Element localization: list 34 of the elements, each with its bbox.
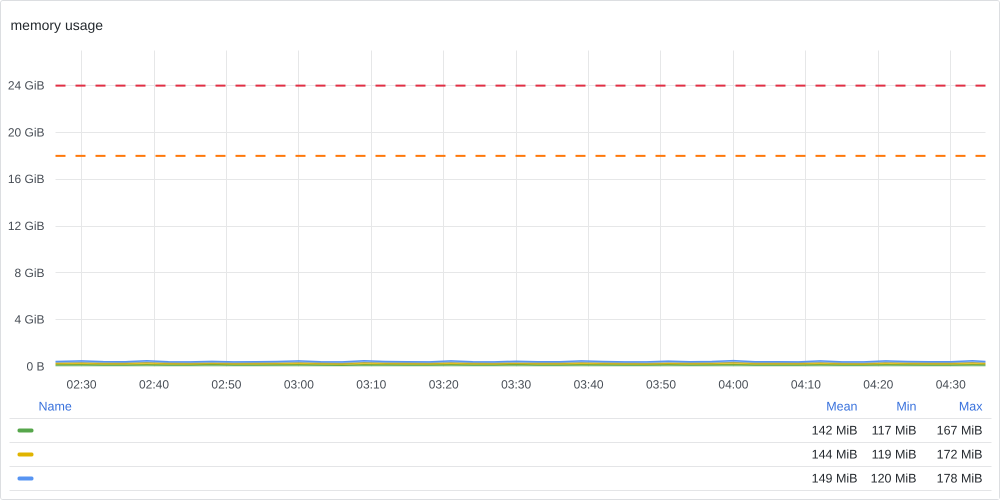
chart-title: memory usage (10, 17, 104, 33)
y-tick-label: 20 GiB (8, 125, 44, 140)
x-tick-label: 03:40 (574, 378, 604, 392)
x-tick-label: 03:30 (501, 378, 532, 392)
text: 120 MiB (870, 472, 917, 486)
text: 144 MiB (812, 448, 858, 462)
text: Min (896, 400, 917, 414)
text: Max (958, 400, 984, 414)
x-tick-label: 02:40 (139, 378, 170, 392)
text: 178 MiB (936, 472, 983, 486)
text: Mean (826, 400, 858, 414)
text: 172 MiB (936, 448, 983, 462)
y-tick-label: 8 GiB (14, 266, 45, 280)
x-tick-label: 02:50 (211, 378, 242, 392)
text: 117 MiB (872, 424, 917, 438)
x-tick-label: 03:50 (646, 378, 676, 392)
x-tick-label: 04:10 (790, 378, 822, 392)
y-tick-label: 12 GiB (8, 219, 44, 234)
x-tick-label: 04:00 (718, 378, 749, 392)
x-tick-label: 03:00 (284, 378, 314, 392)
x-tick-label: 03:20 (428, 378, 460, 392)
x-tick-label: 03:10 (356, 378, 387, 392)
y-tick-label: 4 GiB (14, 312, 45, 327)
x-tick-label: 04:30 (936, 378, 966, 392)
text: 142 MiB (812, 424, 858, 438)
y-tick-label: 0 B (26, 360, 45, 374)
x-tick-label: 02:30 (66, 378, 97, 392)
y-tick-label: 24 GiB (8, 78, 44, 93)
text: 167 MiB (936, 424, 983, 438)
text: 149 MiB (812, 472, 858, 486)
text: 119 MiB (872, 448, 917, 462)
y-tick-label: 16 GiB (8, 172, 44, 186)
x-tick-label: 04:20 (863, 378, 894, 392)
text: Name (38, 400, 72, 414)
